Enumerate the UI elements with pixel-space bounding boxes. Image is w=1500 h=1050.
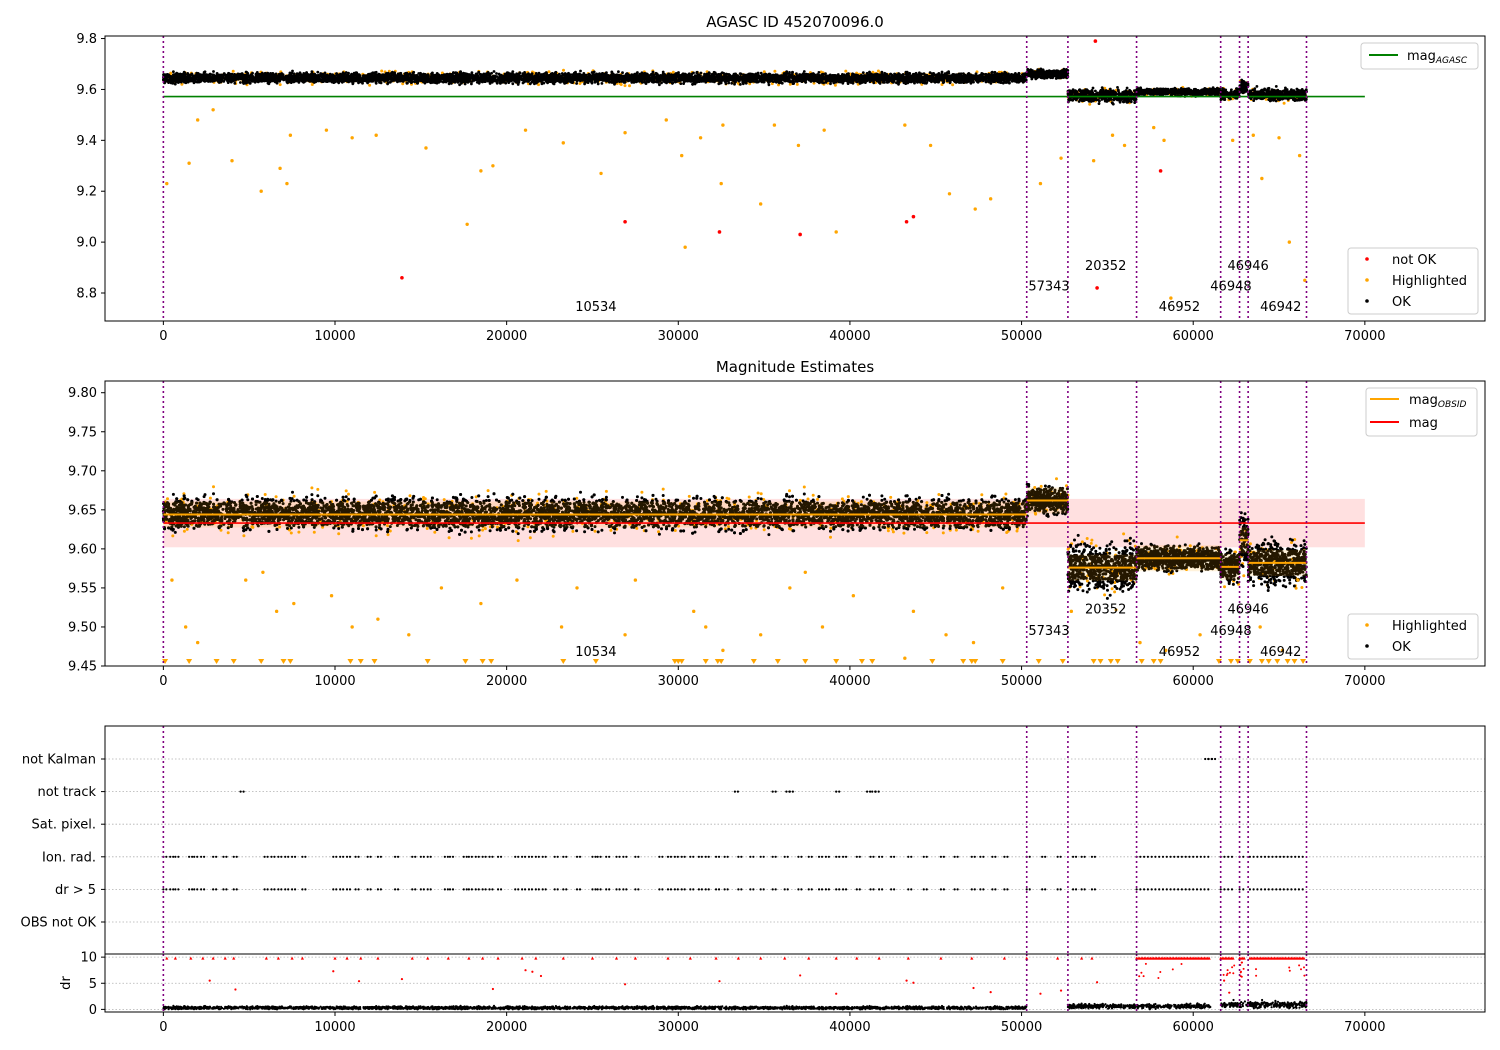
ok-point: [962, 72, 965, 75]
ok-point: [940, 70, 944, 74]
ok-point: [993, 70, 997, 74]
ok-point: [895, 81, 898, 85]
ok-point: [209, 72, 212, 76]
ok-point: [923, 81, 927, 85]
ok-point: [687, 72, 691, 76]
ok-point: [477, 70, 481, 74]
ok-point: [636, 71, 639, 74]
ok-point: [833, 83, 837, 87]
ok-point: [537, 83, 540, 87]
ok-point: [579, 69, 582, 73]
ok-point: [767, 72, 771, 76]
ok-point: [278, 83, 282, 87]
ok-point: [490, 71, 493, 75]
ok-point: [661, 70, 665, 74]
ok-point: [386, 79, 389, 83]
ok-point: [699, 71, 703, 75]
ok-point: [925, 81, 929, 84]
ok-point: [488, 82, 492, 85]
ok-point: [756, 71, 760, 75]
ok-point: [723, 80, 727, 84]
ok-point: [310, 70, 314, 74]
ok-point: [876, 69, 880, 73]
ok-point: [788, 71, 791, 74]
ok-point: [596, 82, 600, 86]
ok-point: [323, 71, 327, 75]
ok-point: [822, 81, 825, 85]
ok-point: [310, 83, 314, 86]
ok-point: [889, 72, 893, 76]
ok-point: [521, 81, 525, 85]
ok-point: [802, 70, 806, 73]
ok-point: [368, 83, 372, 87]
ok-point: [617, 70, 620, 74]
ok-point: [610, 79, 614, 83]
ok-point: [575, 82, 578, 85]
ok-point: [759, 71, 763, 75]
ok-point: [547, 70, 551, 74]
ok-point: [592, 70, 596, 74]
ok-point: [619, 83, 623, 86]
ok-point: [239, 81, 242, 84]
ok-point: [459, 70, 462, 74]
ok-point: [819, 70, 823, 74]
ok-point: [212, 70, 215, 73]
ok-point: [951, 83, 955, 87]
ok-point: [880, 70, 884, 74]
ok-point: [401, 82, 405, 86]
ok-point: [169, 71, 173, 75]
ok-point: [593, 80, 597, 84]
ok-point: [922, 72, 926, 75]
ok-point: [788, 82, 792, 86]
ok-point: [316, 70, 320, 74]
ok-point: [621, 71, 624, 75]
ok-point: [692, 71, 695, 75]
ok-point: [233, 81, 237, 85]
ok-point: [861, 71, 865, 74]
ok-point: [964, 74, 968, 78]
ok-point: [534, 72, 538, 75]
ok-point: [829, 82, 832, 86]
ok-point: [671, 70, 675, 74]
ok-point: [773, 69, 777, 73]
ok-point: [739, 72, 743, 76]
ok-point: [470, 71, 474, 75]
panel-title: AGASC ID 452070096.0: [706, 13, 884, 31]
ok-point: [972, 74, 975, 77]
ok-point: [246, 72, 250, 75]
ok-point: [824, 72, 827, 76]
ok-point: [812, 81, 816, 85]
ok-point: [844, 69, 848, 73]
ok-point: [762, 70, 766, 74]
ok-point: [982, 72, 985, 76]
ok-point: [623, 84, 627, 88]
ok-point: [172, 70, 175, 74]
ok-point: [231, 69, 235, 73]
ok-point: [767, 83, 771, 87]
ok-point: [727, 73, 731, 76]
agasc-mag-panel: AGASC ID 452070096.0 1053457343203524695…: [76, 13, 1486, 344]
ok-point: [600, 82, 604, 85]
ok-point: [528, 82, 532, 86]
ok-point: [291, 69, 294, 73]
ok-point: [380, 69, 384, 73]
ok-point: [344, 71, 348, 74]
ok-point: [267, 82, 271, 86]
ok-point: [570, 73, 574, 77]
ok-point: [215, 72, 219, 75]
ok-point: [537, 71, 541, 75]
ok-point: [562, 68, 565, 72]
ok-point: [660, 81, 663, 85]
ok-point: [470, 82, 473, 86]
ok-point: [417, 72, 421, 75]
ok-point: [658, 83, 661, 87]
ok-point: [347, 71, 350, 75]
ok-point: [628, 84, 631, 88]
ok-point: [937, 72, 941, 75]
ok-point: [220, 77, 224, 81]
ok-point: [795, 82, 799, 86]
